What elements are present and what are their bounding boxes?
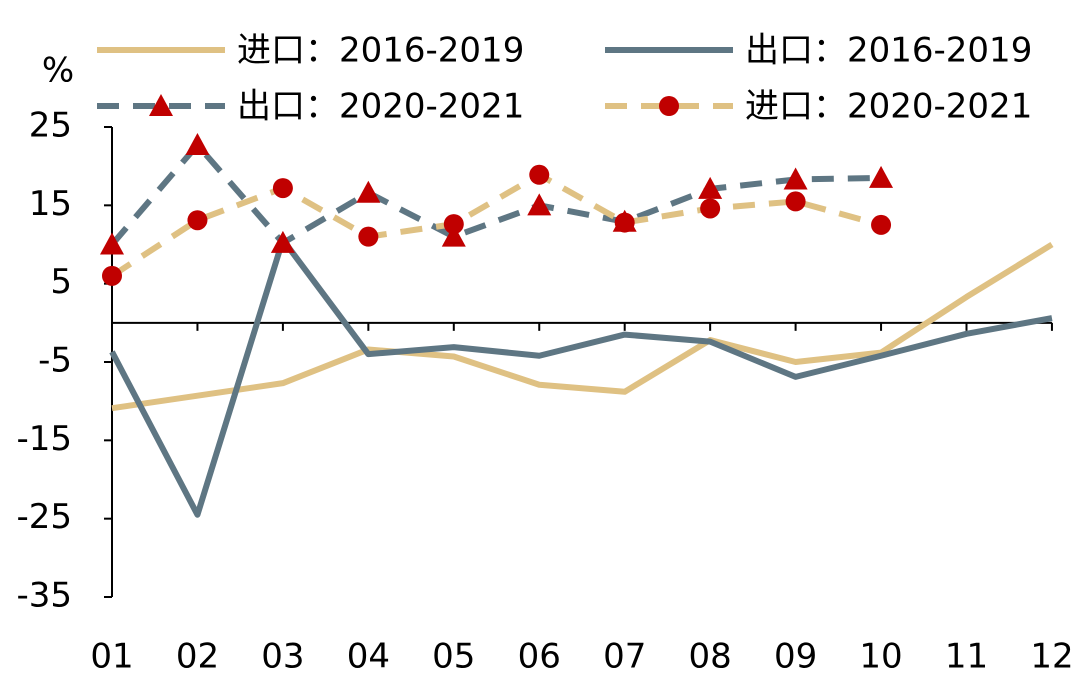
x-tick-label: 01: [90, 637, 133, 677]
legend-label: 出口：2016-2019: [745, 31, 1032, 71]
legend-label: 出口：2020-2021: [237, 87, 524, 127]
x-tick-label: 04: [347, 637, 390, 677]
y-tick-label: -15: [16, 419, 72, 459]
x-tick-label: 08: [689, 637, 732, 677]
data-point: [700, 198, 721, 219]
y-tick-label: -25: [16, 497, 72, 537]
y-tick-label: 25: [29, 106, 72, 146]
y-tick-label: 5: [50, 262, 72, 302]
x-tick-label: 05: [432, 637, 475, 677]
x-tick-label: 07: [603, 637, 646, 677]
data-point: [358, 226, 379, 247]
x-tick-label: 11: [945, 637, 988, 677]
y-unit-label: %: [42, 51, 74, 91]
x-tick-label: 12: [1030, 637, 1073, 677]
data-point: [527, 193, 552, 216]
x-tick-label: 09: [774, 637, 817, 677]
x-tick-label: 10: [859, 637, 902, 677]
data-point: [356, 180, 381, 203]
data-point: [783, 167, 808, 190]
data-point: [785, 191, 806, 212]
data-point: [698, 176, 723, 199]
legend-marker: [659, 96, 679, 116]
data-point: [871, 214, 892, 235]
data-point: [869, 165, 894, 188]
y-tick-label: -35: [16, 576, 72, 616]
legend-label: 进口：2020-2021: [745, 87, 1032, 127]
data-point: [187, 210, 208, 231]
data-point: [614, 212, 635, 233]
data-point: [272, 178, 293, 199]
x-tick-label: 03: [261, 637, 304, 677]
data-point: [529, 164, 550, 185]
legend-label: 进口：2016-2019: [237, 31, 524, 71]
data-point: [270, 230, 295, 253]
y-tick-label: 15: [29, 184, 72, 224]
x-tick-label: 06: [518, 637, 561, 677]
data-point: [441, 224, 466, 247]
data-point: [102, 265, 122, 286]
x-tick-label: 02: [176, 637, 219, 677]
data-point: [185, 133, 210, 156]
series-line: [109, 236, 1053, 518]
data-point: [100, 232, 124, 255]
y-tick-label: -5: [38, 341, 72, 381]
legend-marker: [149, 94, 173, 116]
series-line: [109, 142, 882, 247]
series-line: [111, 241, 1054, 412]
data-point: [443, 214, 464, 235]
series-line: [110, 171, 882, 279]
